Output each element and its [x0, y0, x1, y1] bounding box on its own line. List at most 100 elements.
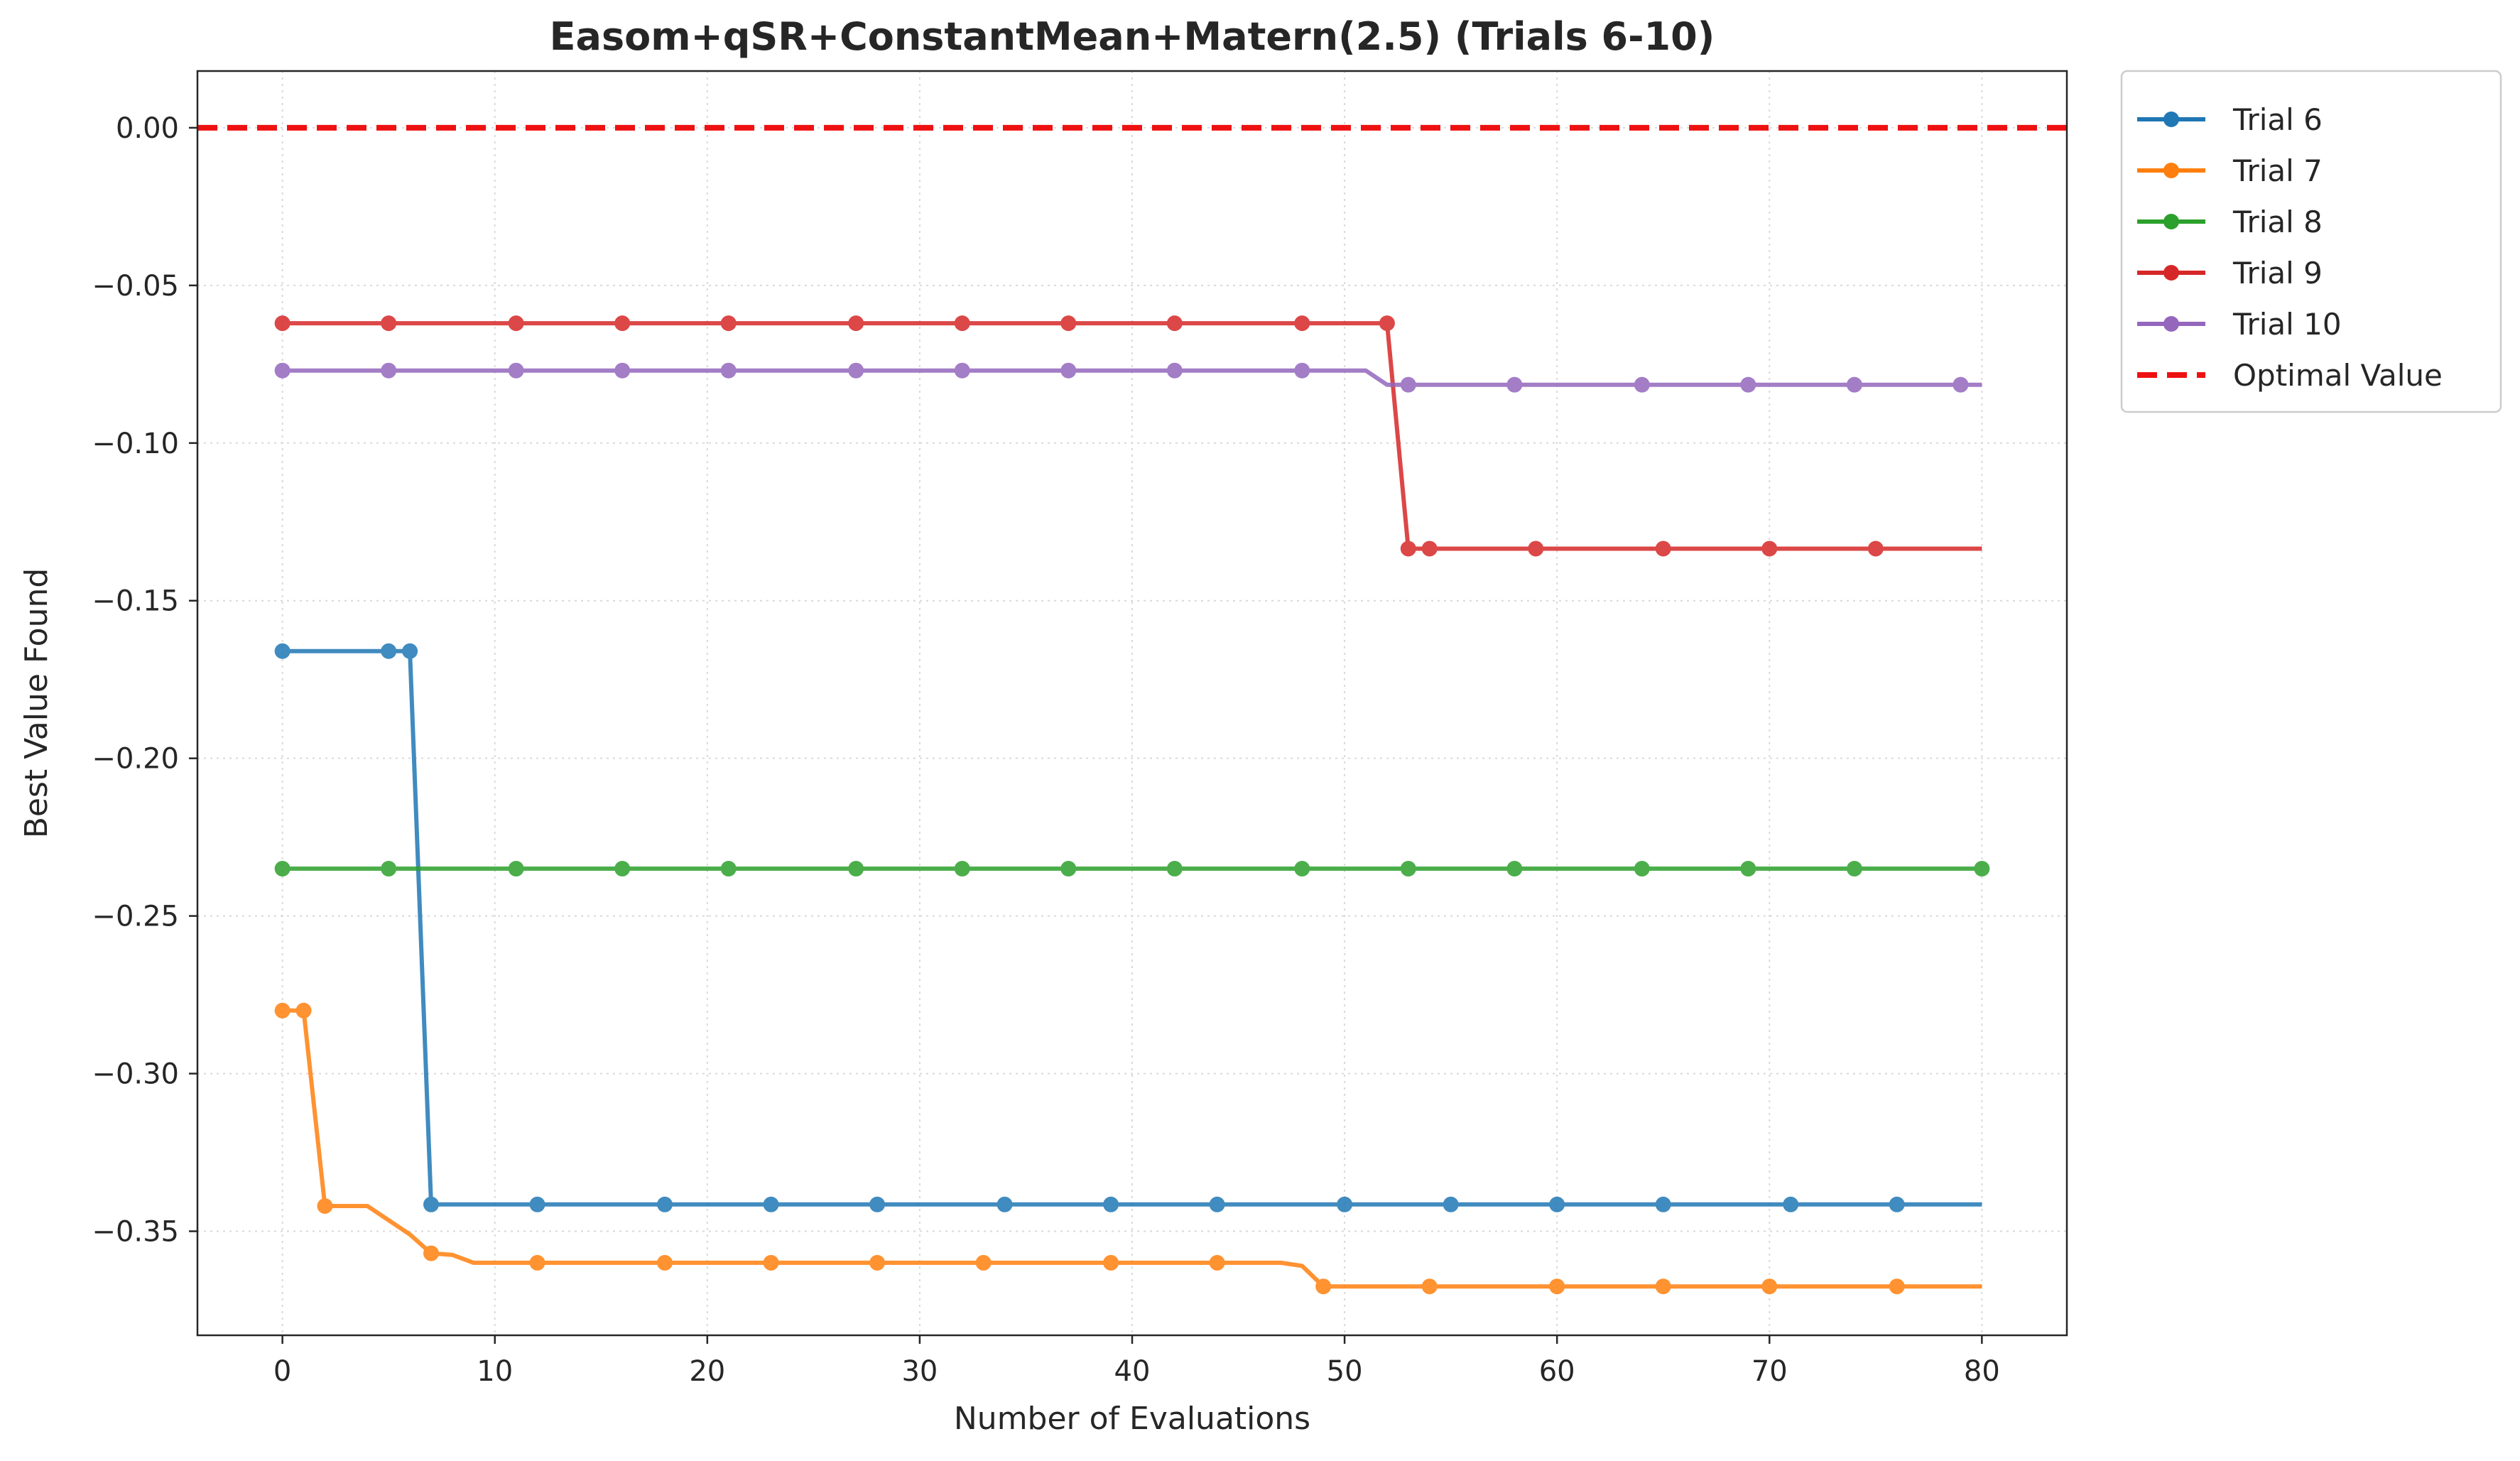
trial-6-point	[1209, 1196, 1225, 1212]
legend-label: Trial 10	[2232, 307, 2342, 342]
trial-10-point	[1294, 362, 1310, 379]
y-tick-label: −0.25	[92, 901, 179, 933]
trial-7-point	[274, 1002, 290, 1019]
trial-7-point	[1549, 1278, 1565, 1295]
x-tick-label: 0	[273, 1355, 291, 1388]
x-axis-label: Number of Evaluations	[954, 1401, 1310, 1437]
trial-9-point	[381, 315, 397, 332]
trial-6-point	[657, 1196, 673, 1212]
legend-item-trial-6: Trial 6	[2137, 102, 2323, 137]
trial-10-point	[274, 362, 290, 379]
trial-10-point	[1166, 362, 1183, 379]
y-tick-label: −0.10	[92, 428, 179, 460]
trial-9-point	[848, 315, 864, 332]
trial-10-point	[1740, 376, 1756, 393]
trial-10-point	[1506, 376, 1523, 393]
legend-marker	[2163, 265, 2179, 281]
trial-7-series	[274, 1002, 1982, 1295]
legend-item-trial-10: Trial 10	[2137, 307, 2342, 342]
trial-9-point	[1867, 541, 1884, 557]
trial-10-point	[1060, 362, 1077, 379]
trial-8-point	[274, 861, 290, 877]
legend-label: Trial 9	[2232, 256, 2323, 290]
trial-9-point	[274, 315, 290, 332]
legend-label: Trial 8	[2232, 205, 2323, 239]
trial-8-point	[1634, 861, 1650, 877]
trial-9-point	[1060, 315, 1077, 332]
trial-6-point	[402, 643, 418, 659]
x-tick-label: 80	[1964, 1355, 2000, 1388]
trial-9-point	[954, 315, 970, 332]
trial-6-point	[381, 643, 397, 659]
trial-6-point	[423, 1196, 439, 1212]
trial-10-point	[508, 362, 524, 379]
trial-8-point	[381, 861, 397, 877]
trial-7-point	[1209, 1254, 1225, 1271]
y-tick-label: −0.20	[92, 743, 179, 776]
trial-10-line	[282, 368, 1982, 387]
trial-6-point	[274, 643, 290, 659]
legend-item-optimal-value: Optimal Value	[2137, 358, 2443, 393]
trial-7-point	[657, 1254, 673, 1271]
trial-6-point	[869, 1196, 886, 1212]
trial-10-point	[720, 362, 737, 379]
trial-7-point	[869, 1254, 886, 1271]
legend-item-trial-8: Trial 8	[2137, 205, 2323, 239]
trial-6-point	[996, 1196, 1013, 1212]
legend-marker	[2163, 112, 2179, 127]
trial-9-point	[1400, 541, 1416, 557]
trial-8-point	[508, 861, 524, 877]
trial-6-series	[274, 643, 1982, 1212]
trial-8-point	[848, 861, 864, 877]
trial-7-point	[1889, 1278, 1905, 1295]
trial-9-point	[1294, 315, 1310, 332]
trial-10-point	[1953, 376, 1969, 393]
trial-9-point	[1528, 541, 1544, 557]
x-tick-label: 60	[1539, 1355, 1575, 1388]
trial-8-point	[1846, 861, 1862, 877]
trial-8-point	[720, 861, 737, 877]
trial-9-point	[508, 315, 524, 332]
trial-6-point	[1337, 1196, 1353, 1212]
y-tick-label: −0.30	[92, 1058, 179, 1091]
x-tick-label: 40	[1114, 1355, 1151, 1388]
x-tick-label: 10	[477, 1355, 513, 1388]
trial-7-point	[975, 1254, 992, 1271]
trial-6-point	[1443, 1196, 1459, 1212]
legend-marker	[2163, 316, 2179, 332]
trial-7-line	[282, 1008, 1982, 1289]
trial-9-point	[1421, 541, 1438, 557]
x-tick-label: 50	[1327, 1355, 1363, 1388]
trial-6-point	[1783, 1196, 1799, 1212]
trial-8-point	[1400, 861, 1416, 877]
trial-10-series	[274, 362, 1982, 393]
trial-10-point	[848, 362, 864, 379]
legend: Trial 6 Trial 7 Trial 8 Trial 9 Trial 10 Opti…	[2120, 70, 2502, 413]
trial-7-point	[295, 1002, 312, 1019]
trial-7-point	[1655, 1278, 1671, 1295]
trial-7-point	[1421, 1278, 1438, 1295]
y-tick-label: −0.05	[92, 270, 179, 303]
trial-10-point	[1400, 376, 1416, 393]
trial-6-point	[1889, 1196, 1905, 1212]
trial-9-series	[274, 315, 1982, 557]
trial-8-point	[954, 861, 970, 877]
trial-9-line	[282, 321, 1982, 551]
trial-8-series	[274, 861, 1990, 877]
trial-9-point	[1166, 315, 1183, 332]
y-tick-label: −0.15	[92, 585, 179, 618]
trial-9-point	[614, 315, 631, 332]
trial-9-point	[1761, 541, 1778, 557]
trial-7-point	[317, 1198, 333, 1215]
trial-6-point	[763, 1196, 779, 1212]
y-axis-label: Best Value Found	[18, 568, 55, 839]
trial-8-point	[1974, 861, 1990, 877]
trial-8-point	[1506, 861, 1523, 877]
trial-9-point	[1379, 315, 1395, 332]
trial-10-point	[954, 362, 970, 379]
trial-7-point	[1315, 1278, 1332, 1295]
trial-7-point	[1761, 1278, 1778, 1295]
trial-7-point	[763, 1254, 779, 1271]
x-tick-label: 20	[689, 1355, 725, 1388]
